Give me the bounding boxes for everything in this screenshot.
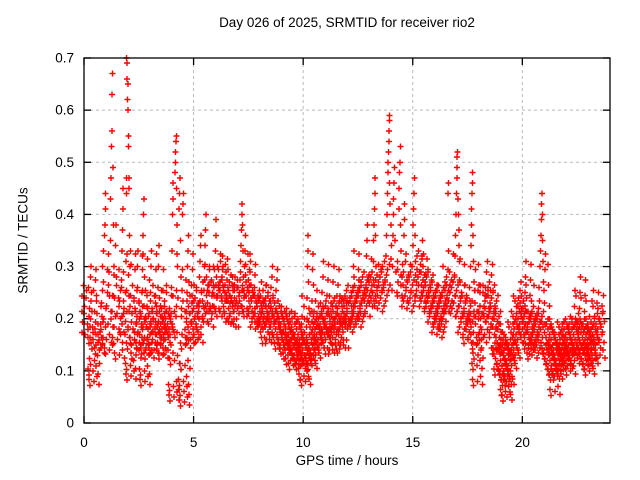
y-tick-label: 0.2 — [55, 311, 74, 326]
y-axis-label: SRMTID / TECUs — [15, 187, 31, 294]
y-tick-label: 0.6 — [55, 103, 74, 118]
y-tick-label: 0.4 — [55, 207, 74, 222]
y-tick-label: 0.7 — [55, 51, 74, 66]
grid-lines — [84, 58, 610, 423]
y-tick-label: 0 — [66, 416, 74, 431]
x-tick-label: 5 — [190, 435, 198, 450]
y-tick-label: 0.3 — [55, 259, 74, 274]
x-tick-label: 0 — [80, 435, 88, 450]
x-tick-label: 20 — [515, 435, 530, 450]
y-tick-label: 0.5 — [55, 155, 74, 170]
x-tick-label: 10 — [296, 435, 311, 450]
y-tick-label: 0.1 — [55, 363, 74, 378]
chart-title: Day 026 of 2025, SRMTID for receiver rio… — [219, 15, 475, 30]
y-tick-labels: 0 0.1 0.2 0.3 0.4 0.5 0.6 0.7 — [55, 51, 74, 431]
plot-border — [83, 57, 611, 424]
x-tick-label: 15 — [405, 435, 420, 450]
x-tick-labels: 0 5 10 15 20 — [80, 435, 530, 450]
axis-ticks — [83, 57, 610, 424]
scatter-points — [79, 55, 608, 409]
x-axis-label: GPS time / hours — [295, 453, 399, 468]
